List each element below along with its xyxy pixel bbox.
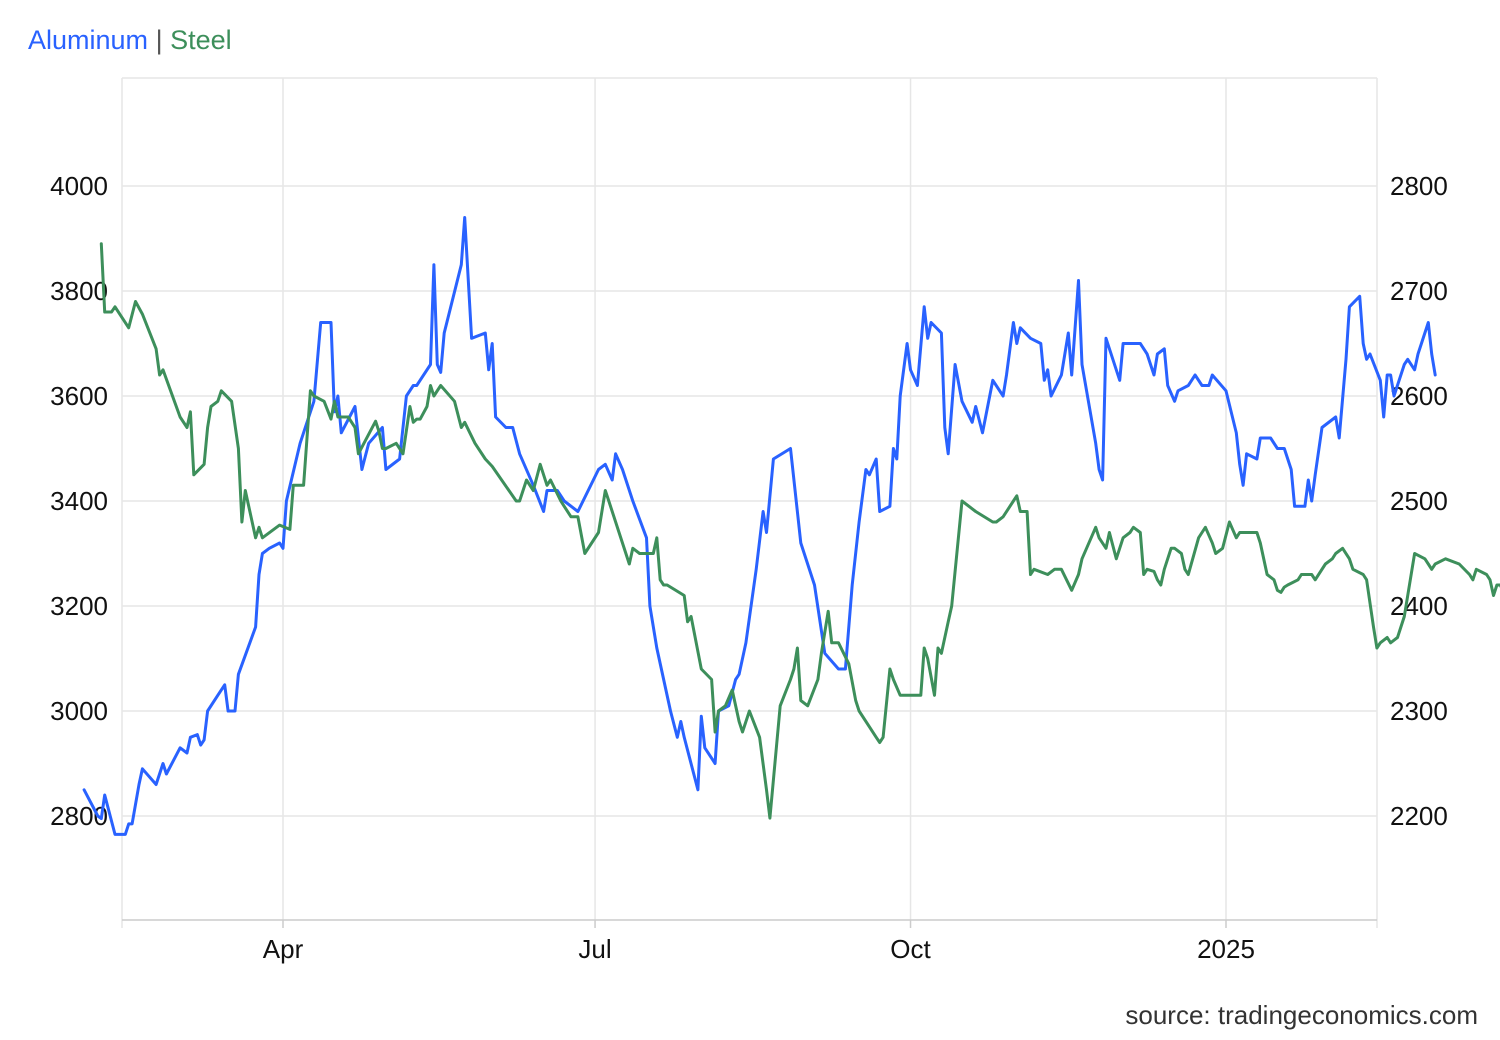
y-left-tick-label: 3800 [50,276,108,306]
x-tick-label: Apr [263,934,304,964]
series-line-steel[interactable] [99,242,1500,820]
y-right-tick-label: 2700 [1390,276,1448,306]
chart-legend: Aluminum | Steel [28,24,232,56]
y-left-tick-label: 3000 [50,696,108,726]
y-right-tick-label: 2400 [1390,591,1448,621]
y-left-tick-label: 3600 [50,381,108,411]
y-right-tick-label: 2300 [1390,696,1448,726]
y-right-tick-label: 2500 [1390,486,1448,516]
y-right-tick-label: 2600 [1390,381,1448,411]
x-tick-label: Jul [578,934,611,964]
legend-separator: | [155,25,163,55]
y-right-tick-label: 2800 [1390,171,1448,201]
legend-steel[interactable]: Steel [170,25,232,55]
source-credit: source: tradingeconomics.com [1125,1000,1478,1030]
legend-aluminum[interactable]: Aluminum [28,25,149,55]
x-tick-label: 2025 [1197,934,1255,964]
y-right-tick-label: 2200 [1390,801,1448,831]
y-left-tick-label: 4000 [50,171,108,201]
y-left-tick-label: 3200 [50,591,108,621]
x-tick-label: Oct [890,934,931,964]
y-left-tick-label: 3400 [50,486,108,516]
